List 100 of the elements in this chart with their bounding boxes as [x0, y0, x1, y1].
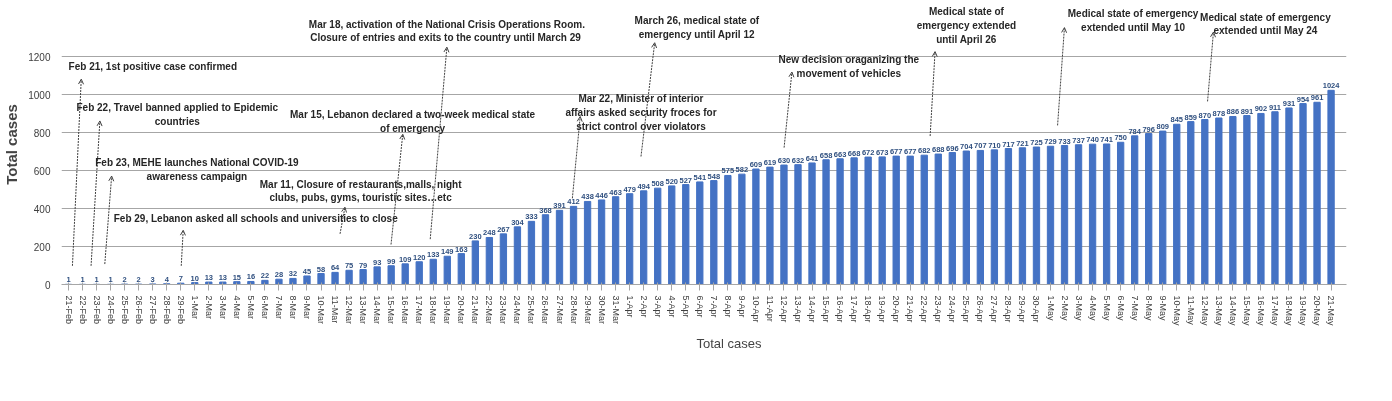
x-tick-label: 27-Feb	[147, 295, 158, 325]
x-tick-label: 13-Mar	[358, 295, 369, 325]
x-tick-label: 15-Mar	[386, 295, 397, 325]
x-tick-label: 4-May	[1087, 295, 1098, 321]
x-tick-label: 15-Apr	[821, 295, 832, 323]
y-tick-label: 0	[44, 279, 51, 291]
x-tick-label: 3-Apr	[652, 295, 663, 318]
x-tick-label: 5-May	[1101, 295, 1112, 321]
x-tick-label: 8-Mar	[287, 295, 298, 320]
x-tick-label: 1-Apr	[624, 295, 635, 318]
x-tick-label: 26-Feb	[133, 295, 144, 325]
annotation: Feb 21, 1st positive case confirmed	[68, 61, 238, 73]
x-tick-label: 1-May	[1045, 295, 1056, 321]
x-tick-label: 27-Mar	[554, 295, 565, 325]
x-tick-label: 5-Mar	[245, 295, 256, 320]
x-tick-label: 18-May	[1283, 295, 1294, 327]
x-tick-label: 14-Apr	[807, 295, 818, 323]
x-tick-label: 13-Apr	[792, 295, 803, 323]
text: Mar 18, activation of the National Crisis Operations Room. Closure of entries and exits to the country until March 29	[308, 18, 586, 44]
x-tick-label: 28-Apr	[1003, 295, 1014, 323]
x-tick-label: 2-May	[1059, 295, 1070, 321]
x-tick-label: 29-Mar	[582, 295, 593, 325]
y-tick-label: 400	[33, 203, 51, 215]
x-tick-label: 15-May	[1241, 295, 1252, 327]
y-tick-label: 200	[33, 241, 51, 253]
x-tick-label: 16-Mar	[400, 295, 411, 325]
x-tick-label: 18-Mar	[428, 295, 439, 325]
x-tick-label: 9-Mar	[302, 295, 312, 320]
x-tick-label: 12-Apr	[778, 295, 789, 323]
x-tick-label: 28-Feb	[161, 295, 172, 325]
x-tick-label: 8-May	[1143, 295, 1154, 321]
annotation: Feb 22, Travel banned applied to Epidemic countries	[76, 102, 279, 128]
x-tick-label: 10-May	[1171, 295, 1182, 327]
x-tick-label: 11-May	[1185, 295, 1196, 326]
x-tick-label: 14-Mar	[372, 295, 383, 325]
x-tick-label: 12-May	[1199, 295, 1210, 327]
annotation: Mar 15, Lebanon declared a two-week medical state of emergency	[290, 109, 536, 135]
x-tick-label: 14-May	[1227, 295, 1238, 327]
x-tick-label: 20-Apr	[891, 295, 902, 323]
x-tick-label: 26-Mar	[540, 295, 551, 325]
annotation: Mar 22, Minister of interior affairs asked security froces for strict control over violators	[565, 93, 717, 132]
x-tick-label: 25-Apr	[961, 295, 972, 323]
x-tick-label: 19-May	[1298, 295, 1309, 327]
text: March 26, medical state of emergency until April 12	[634, 15, 760, 40]
x-tick-label: 20-Mar	[456, 295, 467, 325]
text: Medical state of emergency extended until May 24	[1200, 11, 1332, 37]
x-tick-label: 17-Apr	[849, 295, 860, 323]
x-tick-label: 13-May	[1213, 295, 1224, 327]
y-axis-title: Total cases	[3, 104, 21, 185]
x-tick-label: 8-Apr	[722, 295, 733, 318]
x-tick-label: 25-Feb	[119, 295, 130, 325]
x-tick-label: 12-Mar	[344, 295, 355, 325]
x-tick-label: 21-Mar	[470, 295, 481, 325]
x-tick-label: 7-Apr	[708, 295, 719, 318]
x-tick-label: 25-Mar	[526, 295, 537, 325]
x-tick-label: 2-Mar	[203, 295, 214, 320]
x-tick-label: 26-Apr	[975, 295, 986, 323]
x-tick-label: 1-Mar	[189, 295, 200, 320]
x-tick-label: 11-Apr	[764, 295, 775, 322]
y-tick-label: 800	[33, 127, 51, 139]
x-tick-label: 19-Mar	[442, 295, 453, 325]
x-tick-label: 3-May	[1073, 295, 1084, 321]
text: Medical state of emergency extended until May 10	[1067, 8, 1199, 33]
x-tick-label: 22-Apr	[919, 295, 930, 323]
x-tick-label: 16-May	[1255, 295, 1266, 327]
x-tick-label: 27-Apr	[989, 295, 1000, 323]
x-tick-label: 6-May	[1115, 295, 1126, 321]
x-tick-label: 29-Feb	[175, 295, 186, 325]
x-tick-label: 9-Apr	[736, 295, 747, 318]
x-tick-label: 22-Mar	[484, 295, 495, 325]
x-tick-label: 21-Apr	[905, 295, 916, 323]
text: Total cases	[696, 335, 762, 351]
x-tick-label: 22-Feb	[77, 295, 88, 325]
x-tick-label: 30-Mar	[596, 295, 607, 325]
x-tick-label: 24-Mar	[512, 295, 523, 325]
x-tick-label: 5-Apr	[680, 295, 691, 318]
x-tick-label: 6-Mar	[259, 295, 270, 320]
x-tick-label: 9-May	[1157, 295, 1168, 321]
x-tick-label: 18-Apr	[863, 295, 874, 323]
x-tick-label: 21-May	[1326, 295, 1337, 327]
y-tick-label: 1200	[28, 51, 51, 63]
x-tick-label: 20-May	[1312, 295, 1323, 327]
x-tick-label: 7-May	[1129, 295, 1140, 321]
x-tick-label: 2-Apr	[638, 295, 649, 318]
x-tick-label: 10-Mar	[316, 295, 327, 325]
x-tick-label: 16-Apr	[835, 295, 846, 323]
x-tick-label: 29-Apr	[1017, 295, 1028, 323]
x-tick-label: 7-Mar	[273, 295, 284, 320]
x-tick-label: 17-Mar	[414, 295, 425, 325]
annotation: New decision oraganizing the movement of vehicles	[778, 54, 920, 80]
annotation: Feb 29, Lebanon asked all schools and universities to close	[113, 212, 399, 224]
x-tick-label: 21-Feb	[63, 295, 74, 325]
x-tick-label: 10-Apr	[750, 295, 761, 323]
x-tick-label: 31-Mar	[610, 295, 621, 325]
x-tick-label: 17-May	[1269, 295, 1280, 327]
x-tick-label: 4-Mar	[231, 295, 242, 320]
x-tick-label: 28-Mar	[568, 295, 579, 325]
x-tick-label: 19-Apr	[877, 295, 888, 323]
x-tick-label: 24-Feb	[105, 295, 116, 325]
x-tick-label: 11-Mar	[330, 295, 341, 324]
